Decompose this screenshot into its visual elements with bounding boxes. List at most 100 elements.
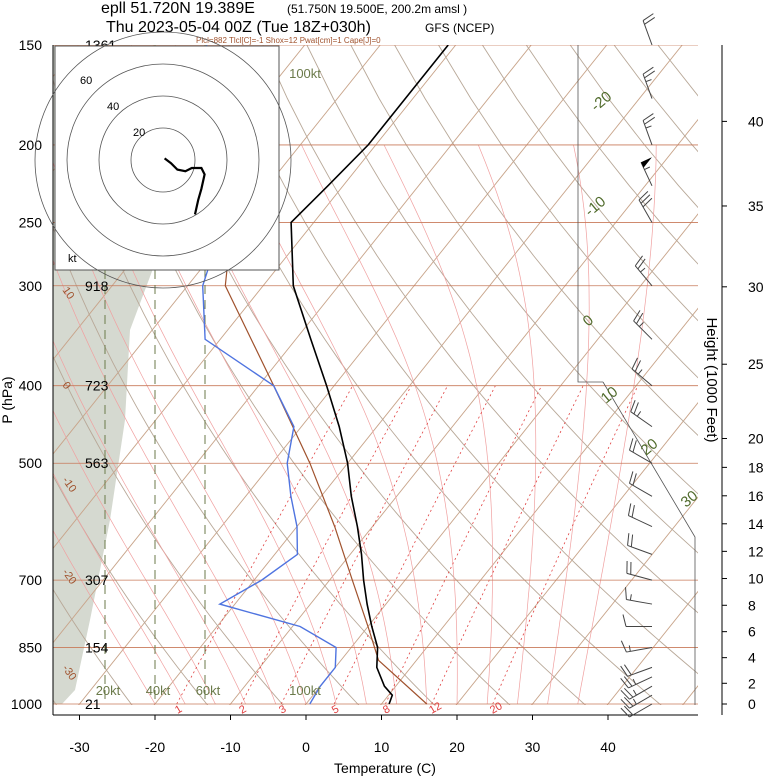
wind-barb [634, 255, 653, 287]
hodograph-unit: kt [68, 253, 77, 265]
moist-adiabat-line [53, 259, 277, 705]
moist-adiabat-line [477, 144, 537, 705]
hodograph-frame [54, 45, 280, 271]
isotherm-left-label: 0 [60, 380, 73, 392]
pressure-tick: 700 [19, 572, 43, 588]
x-tick-label: 30 [525, 739, 541, 755]
geopotential-label: 563 [85, 455, 109, 471]
mixing-ratio-label: 20 [488, 700, 505, 717]
x-tick-label: -20 [145, 739, 165, 755]
isotherm-line [53, 45, 381, 455]
moist-adiabat-line [53, 472, 186, 705]
height-tick-label: 6 [748, 624, 756, 640]
x-tick-label: 0 [302, 739, 310, 755]
wind-barb [629, 438, 653, 464]
pressure-tick: 300 [19, 278, 43, 294]
hodograph-ring [34, 31, 292, 289]
isotherm-line [53, 45, 457, 550]
height-tick-label: 30 [748, 279, 764, 295]
moist-adiabat-right-label: 0 [580, 312, 597, 330]
wind-speed-label-top: 100kt [289, 66, 321, 81]
isotherm-line [606, 590, 698, 705]
mixing-ratio-label: 1 [173, 703, 184, 716]
mixing-ratio-line [240, 385, 412, 705]
pressure-tick: 200 [19, 137, 43, 153]
height-tick-label: 2 [748, 675, 756, 691]
moist-adiabat-line [577, 144, 657, 705]
x-tick-label: 20 [449, 739, 465, 755]
moist-adiabat-right-label: 30 [678, 487, 702, 511]
height-tick-label: 0 [748, 696, 756, 712]
moist-adiabat-line [53, 409, 216, 705]
x-tick-label: -10 [220, 739, 240, 755]
wind-barb [642, 13, 656, 46]
pressure-tick: 150 [19, 37, 43, 53]
mixing-ratio-label: 12 [427, 700, 444, 717]
mixing-ratio-lines [176, 385, 639, 705]
height-tick-label: 25 [748, 356, 764, 372]
wind-barb [630, 399, 653, 428]
pressure-tick: 250 [19, 214, 43, 230]
wind-barb [640, 157, 653, 187]
chart-title-station: epll 51.720N 19.389E [101, 0, 255, 17]
wind-barb [642, 66, 656, 99]
hodograph-ring [98, 95, 228, 225]
height-tick-labels: 0 2 4 6 8 10 12 14 16 18 20 25 30 35 40 [722, 113, 764, 712]
moist-adiabat-line [53, 161, 307, 705]
wind-barb [633, 310, 653, 340]
wind-barb [629, 471, 653, 497]
height-tick-label: 16 [748, 488, 764, 504]
wind-barbs [620, 13, 656, 718]
height-tick-label: 40 [748, 113, 764, 129]
hodograph-ring-label: 60 [80, 75, 92, 87]
dry-adiabat-line [262, 45, 698, 614]
pressure-tick: 850 [19, 640, 43, 656]
isotherm-line [304, 213, 698, 705]
y-axis-label: P (hPa) [0, 376, 15, 423]
height-tick-label: 4 [748, 650, 756, 666]
temperature-profile-line [290, 45, 449, 705]
hodograph-inset: 20 40 60 kt [34, 31, 292, 289]
right-panel-edge-lower [602, 381, 696, 705]
wind-speed-label-bottom: 40kt [146, 683, 171, 698]
chart-title-time: Thu 2023-05-04 00Z (Tue 18Z+030h) [106, 19, 371, 36]
mixing-ratio-line [333, 385, 496, 705]
chart-indices: Plcl=882 Tlcl[C]=-1 Shox=12 Pwat[cm]=1 C… [196, 36, 381, 45]
geopotential-label: 307 [85, 572, 109, 588]
x-tick-labels: -30 -20 -10 0 10 20 30 40 [69, 715, 616, 755]
isotherm-left-label: 10 [60, 285, 77, 302]
right-panel-edge [577, 45, 603, 383]
hodograph-ring [130, 127, 196, 193]
wind-barb [620, 685, 653, 700]
geopotential-label: 918 [85, 278, 109, 294]
isotherm-line [455, 402, 698, 705]
mixing-ratio-label: 2 [237, 703, 248, 716]
isotherm-line [153, 45, 683, 705]
wind-barb [625, 587, 653, 605]
isotherm-line [380, 307, 698, 705]
x-tick-label: -30 [69, 739, 89, 755]
height-tick-label: 20 [748, 430, 764, 446]
moist-adiabat-line [53, 340, 246, 705]
wind-barb [626, 560, 653, 581]
wind-barb [620, 694, 653, 709]
pressure-tick-labels: 150 200 250 300 400 500 700 850 1000 [11, 37, 42, 712]
moist-adiabat-line [301, 144, 458, 705]
height-tick-label: 18 [748, 459, 764, 475]
geopotential-label: 154 [85, 640, 109, 656]
pressure-tick: 1000 [11, 696, 42, 712]
isotherm-line [229, 118, 698, 705]
moist-adiabat-line [547, 144, 590, 705]
pressure-tick: 500 [19, 455, 43, 471]
wind-barb [620, 676, 653, 689]
dry-adiabat-line [746, 45, 768, 721]
wind-barb [638, 190, 653, 223]
mixing-ratio-line [385, 385, 542, 705]
isotherms [0, 21, 698, 721]
moist-adiabat-line [53, 529, 156, 705]
isotherm-line [0, 21, 22, 721]
wind-barb [631, 357, 653, 387]
height-tick-label: 8 [748, 597, 756, 613]
isotherm-line [531, 496, 698, 705]
